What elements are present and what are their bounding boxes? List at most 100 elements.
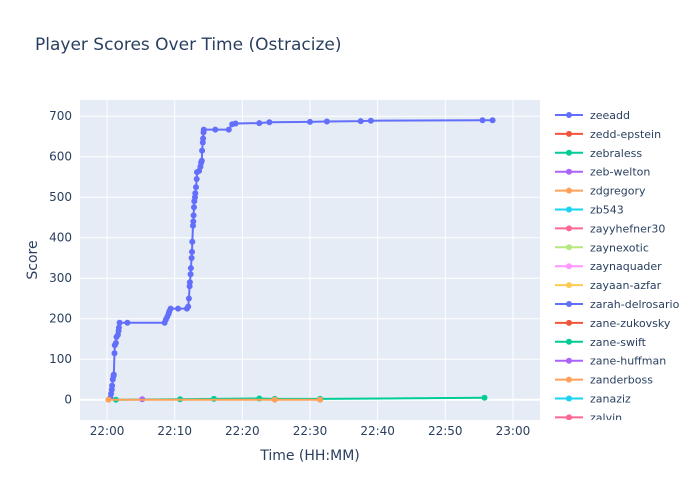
x-tick-label: 22:20 bbox=[225, 424, 260, 438]
legend-marker bbox=[566, 206, 572, 213]
data-point[interactable] bbox=[317, 396, 324, 403]
data-point[interactable] bbox=[199, 147, 206, 154]
legend-marker bbox=[566, 225, 572, 232]
legend-marker bbox=[566, 357, 572, 364]
y-tick-label: 300 bbox=[49, 271, 72, 285]
data-point[interactable] bbox=[112, 340, 119, 346]
legend-label: zane-swift bbox=[590, 336, 647, 349]
legend-item[interactable]: zarah-delrosario bbox=[555, 298, 680, 311]
legend-marker bbox=[566, 263, 572, 270]
data-point[interactable] bbox=[189, 248, 195, 255]
data-point[interactable] bbox=[192, 190, 199, 197]
legend-item[interactable]: zanaziz bbox=[555, 393, 631, 406]
legend-label: zarah-delrosario bbox=[590, 298, 680, 311]
legend-item[interactable]: zeb-welton bbox=[555, 166, 650, 179]
data-point[interactable] bbox=[110, 371, 117, 378]
legend-label: zane-huffman bbox=[590, 355, 666, 368]
series-layer bbox=[105, 117, 496, 403]
legend-label: zayyhefner30 bbox=[590, 222, 665, 235]
data-point[interactable] bbox=[479, 117, 486, 124]
data-point[interactable] bbox=[185, 303, 192, 310]
data-point[interactable] bbox=[191, 204, 197, 211]
legend-label: zeeadd bbox=[590, 109, 630, 122]
gridlines bbox=[80, 100, 540, 420]
data-point[interactable] bbox=[189, 238, 196, 245]
x-tick-label: 23:00 bbox=[496, 424, 531, 438]
x-tick-label: 22:00 bbox=[90, 424, 125, 438]
legend-item[interactable]: zane-zukovsky bbox=[555, 317, 671, 330]
x-axis-title: Time (HH:MM) bbox=[259, 448, 360, 464]
legend-item[interactable]: zayyhefner30 bbox=[555, 222, 665, 235]
data-point[interactable] bbox=[307, 118, 313, 125]
data-point[interactable] bbox=[115, 324, 122, 331]
data-point[interactable] bbox=[232, 120, 239, 127]
legend-label: zanaziz bbox=[590, 393, 631, 406]
data-point[interactable] bbox=[187, 265, 194, 272]
data-point[interactable] bbox=[193, 184, 199, 191]
legend-item[interactable]: zeeadd bbox=[555, 109, 630, 122]
legend-item[interactable]: zanderboss bbox=[555, 374, 653, 387]
data-point[interactable] bbox=[489, 117, 496, 124]
legend-item[interactable]: zaynexotic bbox=[555, 241, 649, 254]
data-point[interactable] bbox=[167, 305, 174, 312]
data-point[interactable] bbox=[109, 382, 116, 389]
legend-marker bbox=[566, 149, 572, 156]
data-point[interactable] bbox=[111, 350, 118, 357]
series-zdgregory bbox=[105, 396, 324, 403]
data-point[interactable] bbox=[193, 176, 200, 182]
x-tick-label: 22:50 bbox=[428, 424, 463, 438]
legend-item[interactable]: zane-swift bbox=[555, 336, 647, 349]
data-point[interactable] bbox=[481, 394, 488, 401]
legend-label: zanderboss bbox=[590, 374, 653, 387]
legend-item[interactable]: zaynaquader bbox=[555, 260, 662, 273]
data-point[interactable] bbox=[185, 295, 192, 302]
data-point[interactable] bbox=[271, 396, 278, 403]
chart-title: Player Scores Over Time (Ostracize) bbox=[35, 35, 342, 55]
data-point[interactable] bbox=[175, 305, 182, 312]
legend-label: zb543 bbox=[590, 204, 624, 217]
legend-marker bbox=[566, 395, 572, 402]
legend-item[interactable]: zalvin bbox=[555, 411, 622, 424]
legend-item[interactable]: zayaan-azfar bbox=[555, 279, 662, 292]
legend-marker bbox=[566, 282, 572, 289]
data-point[interactable] bbox=[225, 126, 232, 133]
data-point[interactable] bbox=[200, 135, 207, 142]
data-point[interactable] bbox=[190, 212, 197, 219]
y-tick-label: 100 bbox=[49, 352, 72, 366]
y-tick-label: 700 bbox=[49, 109, 72, 123]
legend-label: zane-zukovsky bbox=[590, 317, 671, 330]
data-point[interactable] bbox=[357, 118, 364, 125]
series-zeeadd bbox=[107, 117, 496, 401]
data-point[interactable] bbox=[198, 157, 205, 164]
legend-item[interactable]: zane-huffman bbox=[555, 355, 666, 368]
legend-item[interactable]: zedd-epstein bbox=[555, 128, 661, 141]
data-point[interactable] bbox=[367, 117, 374, 124]
legend-marker bbox=[566, 376, 572, 383]
data-point[interactable] bbox=[116, 319, 123, 326]
legend[interactable]: zeeadd zedd-epstein zebraless zeb-welton zdg… bbox=[555, 109, 680, 424]
data-point[interactable] bbox=[188, 255, 195, 261]
data-point[interactable] bbox=[266, 119, 273, 126]
data-point[interactable] bbox=[256, 120, 263, 127]
legend-item[interactable]: zdgregory bbox=[555, 185, 646, 198]
data-point[interactable] bbox=[187, 271, 194, 278]
legend-item[interactable]: zebraless bbox=[555, 147, 642, 160]
y-axis-ticks: 0 100 200 300 400 500 600 700 bbox=[49, 109, 72, 407]
data-point[interactable] bbox=[190, 218, 197, 225]
data-point[interactable] bbox=[323, 118, 330, 125]
legend-label: zaynaquader bbox=[590, 260, 662, 273]
legend-label: zedd-epstein bbox=[590, 128, 661, 141]
data-point[interactable] bbox=[105, 396, 112, 403]
data-point[interactable] bbox=[186, 279, 193, 286]
legend-label: zalvin bbox=[590, 411, 622, 424]
data-point[interactable] bbox=[212, 126, 219, 133]
y-tick-label: 200 bbox=[49, 312, 72, 326]
y-tick-label: 0 bbox=[64, 393, 72, 407]
data-point[interactable] bbox=[124, 319, 131, 326]
legend-label: zaynexotic bbox=[590, 241, 649, 254]
x-tick-label: 22:30 bbox=[293, 424, 328, 438]
data-point[interactable] bbox=[200, 126, 207, 133]
legend-label: zeb-welton bbox=[590, 166, 650, 179]
legend-item[interactable]: zb543 bbox=[555, 204, 624, 217]
